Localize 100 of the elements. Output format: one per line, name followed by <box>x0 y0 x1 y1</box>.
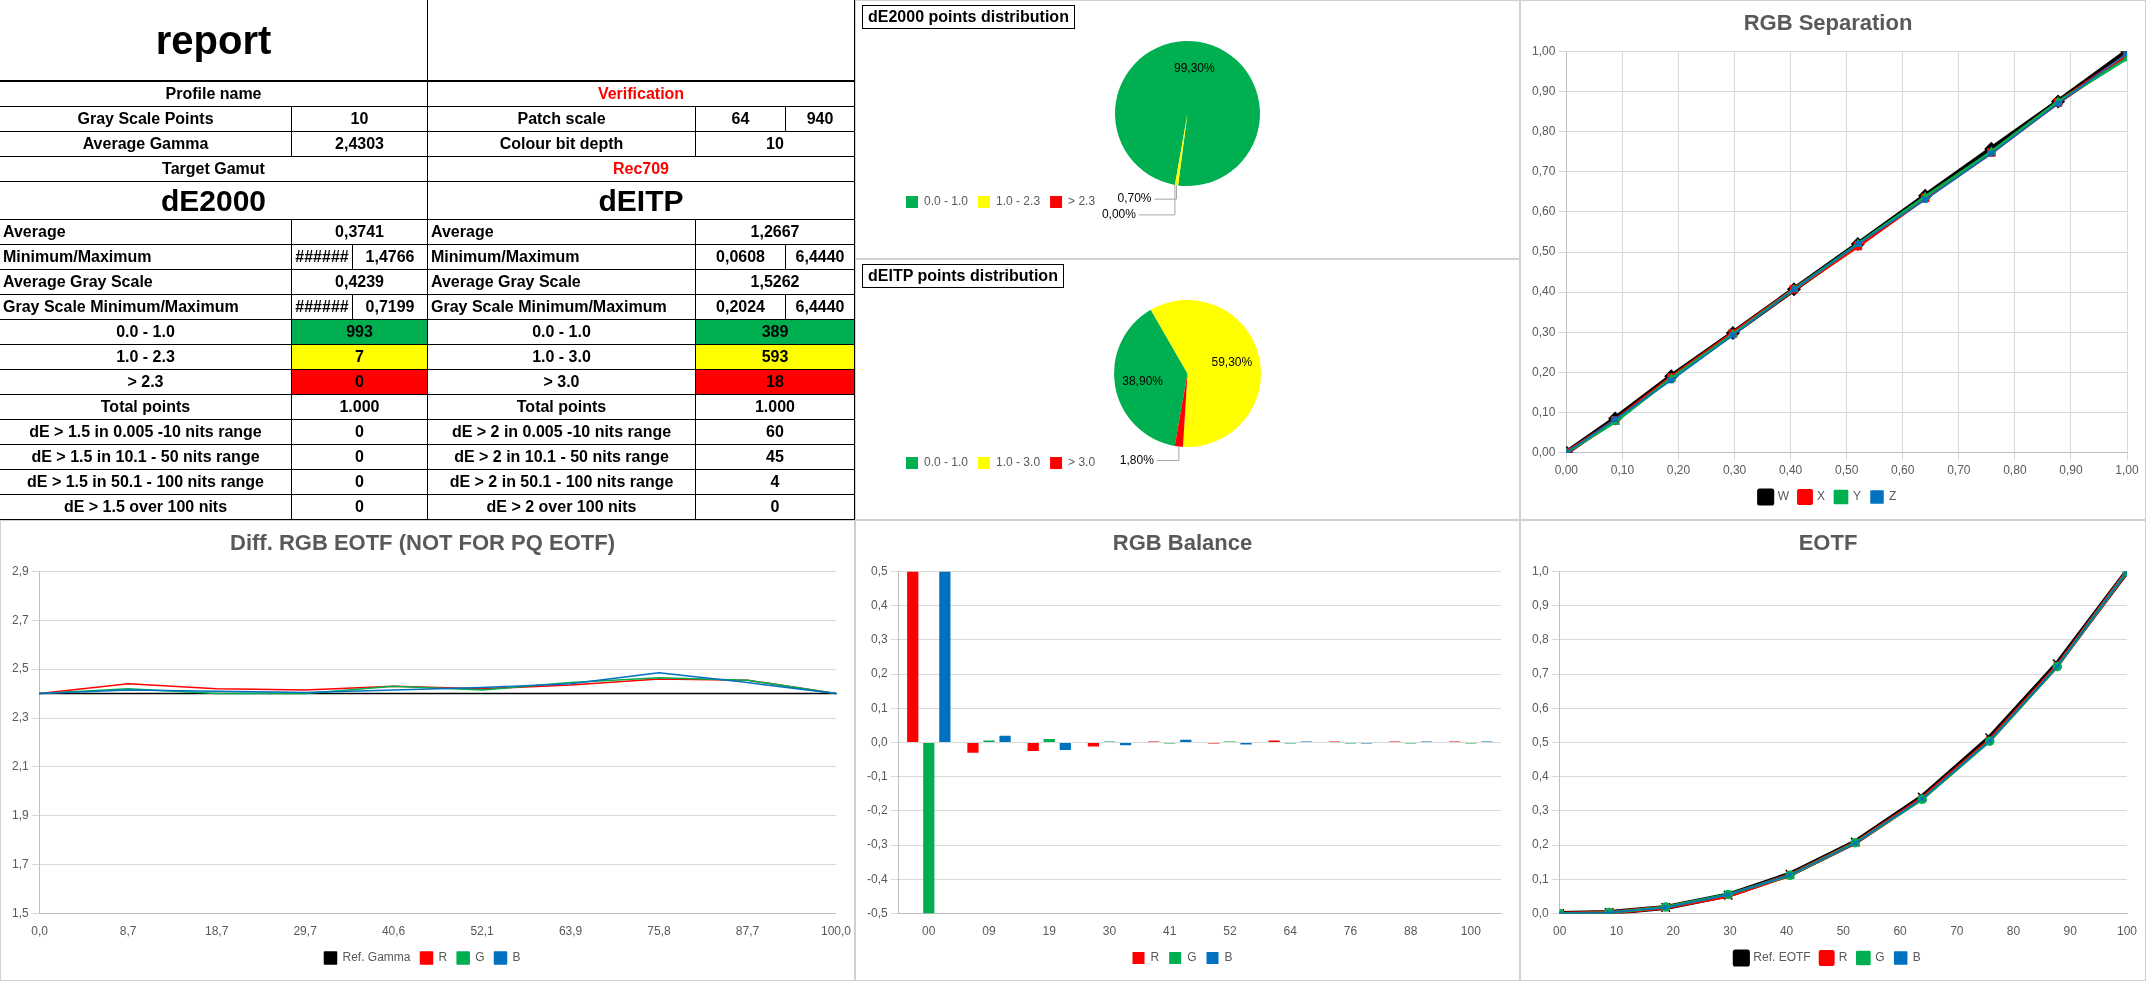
legend-label: 1.0 - 3.0 <box>996 455 1041 470</box>
y-tick-label: -0,1 <box>866 769 888 784</box>
y-tick-label: 1,5 <box>11 905 29 920</box>
text: > 2.3 <box>0 370 292 395</box>
text: Average <box>0 220 292 245</box>
text: 940 <box>786 107 855 132</box>
x-tick-label: 70 <box>1950 924 1964 939</box>
x-tick-label: 0,50 <box>1835 463 1859 478</box>
text: 18 <box>696 370 855 395</box>
x-tick-label: 100 <box>2116 924 2138 939</box>
x-tick-label: 20 <box>1666 924 1681 939</box>
y-tick-label: 0,1 <box>1531 871 1549 886</box>
x-tick-label: 0,00 <box>1554 463 1579 478</box>
legend-label: Ref. EOTF <box>1753 950 1811 965</box>
text: dE > 1.5 in 0.005 -10 nits range <box>0 420 292 445</box>
y-tick-label: 2,9 <box>11 563 29 578</box>
text: 4 <box>696 470 855 495</box>
text: Rec709 <box>428 157 855 182</box>
legend-label: R <box>438 950 448 965</box>
text: 0,00% <box>1101 207 1136 222</box>
chart-title: dEITP points distribution <box>862 264 1064 288</box>
text: 10 <box>292 107 428 132</box>
y-tick-label: 0,4 <box>870 597 888 612</box>
legend-label: G <box>1875 950 1885 965</box>
text: Average <box>428 220 696 245</box>
text: ###### <box>292 295 353 320</box>
x-tick-label: 41 <box>1163 924 1177 939</box>
x-tick-label: 90 <box>2063 924 2078 939</box>
text: 2,4303 <box>292 132 428 157</box>
text: dE > 2 in 0.005 -10 nits range <box>428 420 696 445</box>
data-label: 1,80% <box>1119 452 1155 467</box>
chart-title: RGB Balance <box>1112 530 1253 556</box>
y-tick-label: 2,5 <box>11 661 29 676</box>
text: 60 <box>696 420 855 445</box>
text: 0 <box>292 445 428 470</box>
x-tick-label: 0,20 <box>1666 463 1691 478</box>
x-tick-label: 60 <box>1893 924 1908 939</box>
text: 0.0 - 1.0 <box>428 320 696 345</box>
chart-title: dE2000 points distribution <box>862 5 1075 29</box>
y-tick-label: -0,4 <box>866 871 888 886</box>
x-tick-label: 00 <box>922 924 936 939</box>
y-tick-label: 1,0 <box>1531 563 1549 578</box>
text: Minimum/Maximum <box>428 245 696 270</box>
text: 993 <box>292 320 428 345</box>
text: 0,0608 <box>696 245 786 270</box>
text: > 3.0 <box>428 370 696 395</box>
y-tick-label: 0,70 <box>1532 164 1556 179</box>
text: 0 <box>292 495 428 520</box>
legend-label: G <box>475 950 485 965</box>
y-tick-label: 0,00 <box>1532 444 1556 459</box>
text: Total points <box>428 395 696 420</box>
text: dE > 2 in 10.1 - 50 nits range <box>428 445 696 470</box>
y-tick-label: 1,7 <box>11 857 29 872</box>
text: 1,4766 <box>353 245 428 270</box>
text: Average Gamma <box>0 132 292 157</box>
text: 0,7199 <box>353 295 428 320</box>
y-tick-label: 0,3 <box>870 632 888 647</box>
text: Average Gray Scale <box>0 270 292 295</box>
y-tick-label: 0,20 <box>1532 364 1556 379</box>
x-tick-label: 52,1 <box>470 924 495 939</box>
chart-title: Diff. RGB EOTF (NOT FOR PQ EOTF) <box>230 530 615 556</box>
text: Colour bit depth <box>428 132 696 157</box>
legend-label: Ref. Gamma <box>342 950 411 965</box>
text: dE > 1.5 over 100 nits <box>0 495 292 520</box>
data-label: 0,70% <box>1117 191 1152 206</box>
y-tick-label: 2,3 <box>11 710 29 725</box>
text: 1.000 <box>696 395 855 420</box>
y-tick-label: -0,2 <box>866 803 888 818</box>
text: 6,4440 <box>786 295 855 320</box>
data-label: 99,30% <box>1173 61 1216 76</box>
x-tick-label: 100,0 <box>820 924 852 939</box>
x-tick-label: 88 <box>1403 924 1418 939</box>
legend-label: 1.0 - 2.3 <box>996 194 1041 209</box>
text: Average Gray Scale <box>428 270 696 295</box>
y-tick-label: 0,1 <box>870 700 888 715</box>
text: 0,2024 <box>696 295 786 320</box>
x-tick-label: 80 <box>2006 924 2021 939</box>
x-tick-label: 09 <box>982 924 997 939</box>
text: dE > 2 in 50.1 - 100 nits range <box>428 470 696 495</box>
text: dEITP <box>428 182 855 220</box>
text: Verification <box>428 82 855 107</box>
x-tick-label: 0,10 <box>1610 463 1635 478</box>
text: 0 <box>292 420 428 445</box>
y-tick-label: 1,00 <box>1532 43 1556 58</box>
y-tick-label: 0,30 <box>1532 324 1556 339</box>
y-tick-label: -0,5 <box>866 905 888 920</box>
chart-title: RGB Separation <box>1743 10 1913 36</box>
legend-label: 0.0 - 1.0 <box>924 194 969 209</box>
text: dE > 1.5 in 10.1 - 50 nits range <box>0 445 292 470</box>
text: 7 <box>292 345 428 370</box>
y-tick-label: 0,8 <box>1531 632 1549 647</box>
legend-label: Y <box>1853 489 1862 504</box>
text: 1.0 - 2.3 <box>0 345 292 370</box>
legend-label: > 3.0 <box>1068 455 1096 470</box>
x-tick-label: 00 <box>1553 924 1567 939</box>
x-tick-label: 64 <box>1283 924 1298 939</box>
x-tick-label: 10 <box>1609 924 1624 939</box>
x-tick-label: 19 <box>1042 924 1057 939</box>
text: 1,2667 <box>696 220 855 245</box>
x-tick-label: 0,40 <box>1778 463 1803 478</box>
